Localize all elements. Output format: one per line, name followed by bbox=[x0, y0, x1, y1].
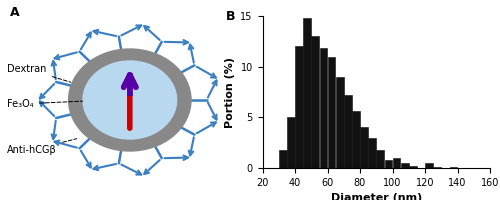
Circle shape bbox=[68, 49, 191, 151]
Bar bbox=[295, 46, 303, 168]
Bar bbox=[312, 36, 319, 168]
Bar bbox=[287, 117, 295, 168]
Bar bbox=[336, 77, 344, 168]
Text: A: A bbox=[10, 6, 20, 19]
Bar bbox=[352, 111, 360, 168]
Bar bbox=[401, 163, 408, 168]
Bar bbox=[450, 167, 458, 168]
Bar bbox=[368, 138, 376, 168]
Text: Anti-hCGβ: Anti-hCGβ bbox=[8, 139, 76, 155]
X-axis label: Diameter (nm): Diameter (nm) bbox=[330, 193, 422, 200]
Text: B: B bbox=[226, 10, 235, 23]
Bar bbox=[384, 160, 392, 168]
Bar bbox=[434, 167, 441, 168]
Y-axis label: Portion (%): Portion (%) bbox=[225, 56, 235, 128]
Text: Fe₃O₄: Fe₃O₄ bbox=[8, 99, 83, 109]
Text: Dextran: Dextran bbox=[8, 64, 70, 82]
Bar bbox=[425, 163, 433, 168]
Bar bbox=[392, 158, 400, 168]
Bar bbox=[328, 57, 336, 168]
Bar bbox=[376, 150, 384, 168]
Bar bbox=[409, 166, 416, 168]
Bar bbox=[360, 127, 368, 168]
Bar bbox=[304, 18, 311, 168]
Circle shape bbox=[83, 61, 176, 139]
Bar bbox=[320, 48, 328, 168]
Bar bbox=[279, 150, 286, 168]
Bar bbox=[344, 95, 352, 168]
